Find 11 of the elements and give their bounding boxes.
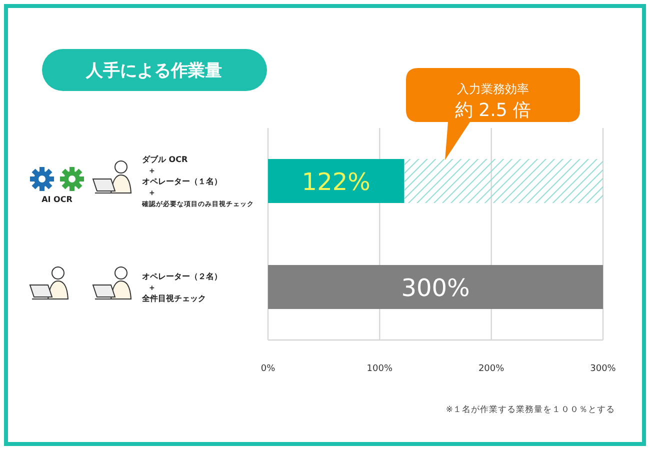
x-tick-label: 200% bbox=[478, 364, 505, 374]
callout: 入力業務効率 約 2.5 倍 bbox=[406, 68, 580, 160]
title: 人手による作業量 bbox=[42, 49, 267, 91]
text: ※１名が作業する業務量を１００％とする bbox=[446, 404, 615, 415]
text: AI OCR bbox=[42, 195, 72, 204]
chart-title: 人手による作業量 bbox=[85, 61, 222, 81]
x-tick-label: 100% bbox=[366, 364, 393, 374]
data-label: 300% bbox=[401, 274, 470, 302]
x-tick-label: 0% bbox=[260, 364, 276, 374]
x-tick-label: 300% bbox=[590, 364, 616, 374]
data-label: 122% bbox=[302, 168, 370, 196]
